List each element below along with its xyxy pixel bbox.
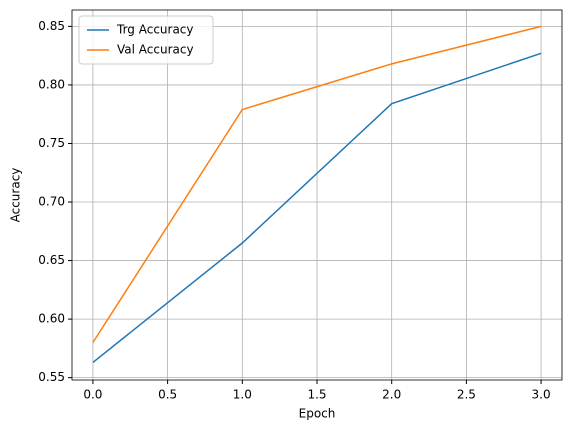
y-tick-label: 0.70 [38,195,65,209]
x-tick-label: 2.5 [457,388,476,402]
legend-label: Val Accuracy [117,43,194,57]
x-tick-label: 1.5 [307,388,326,402]
line-series [92,25,542,343]
y-tick-label: 0.65 [38,253,65,267]
axes-frame [71,9,563,381]
y-tick-label: 0.55 [38,370,65,384]
legend-label: Trg Accuracy [116,23,194,37]
legend-box [78,15,214,65]
line-series [92,52,542,364]
x-tick-label: 0.0 [83,388,102,402]
x-tick-label: 0.5 [158,388,177,402]
x-tick-label: 1.0 [233,388,252,402]
y-tick-label: 0.75 [38,136,65,150]
x-axis-label: Epoch [299,407,336,421]
y-tick-label: 0.60 [38,312,65,326]
y-axis-label: Accuracy [9,168,23,223]
y-tick-label: 0.80 [38,77,65,91]
x-tick-label: 2.0 [382,388,401,402]
y-tick-label: 0.85 [38,19,65,33]
x-tick-label: 3.0 [532,388,551,402]
